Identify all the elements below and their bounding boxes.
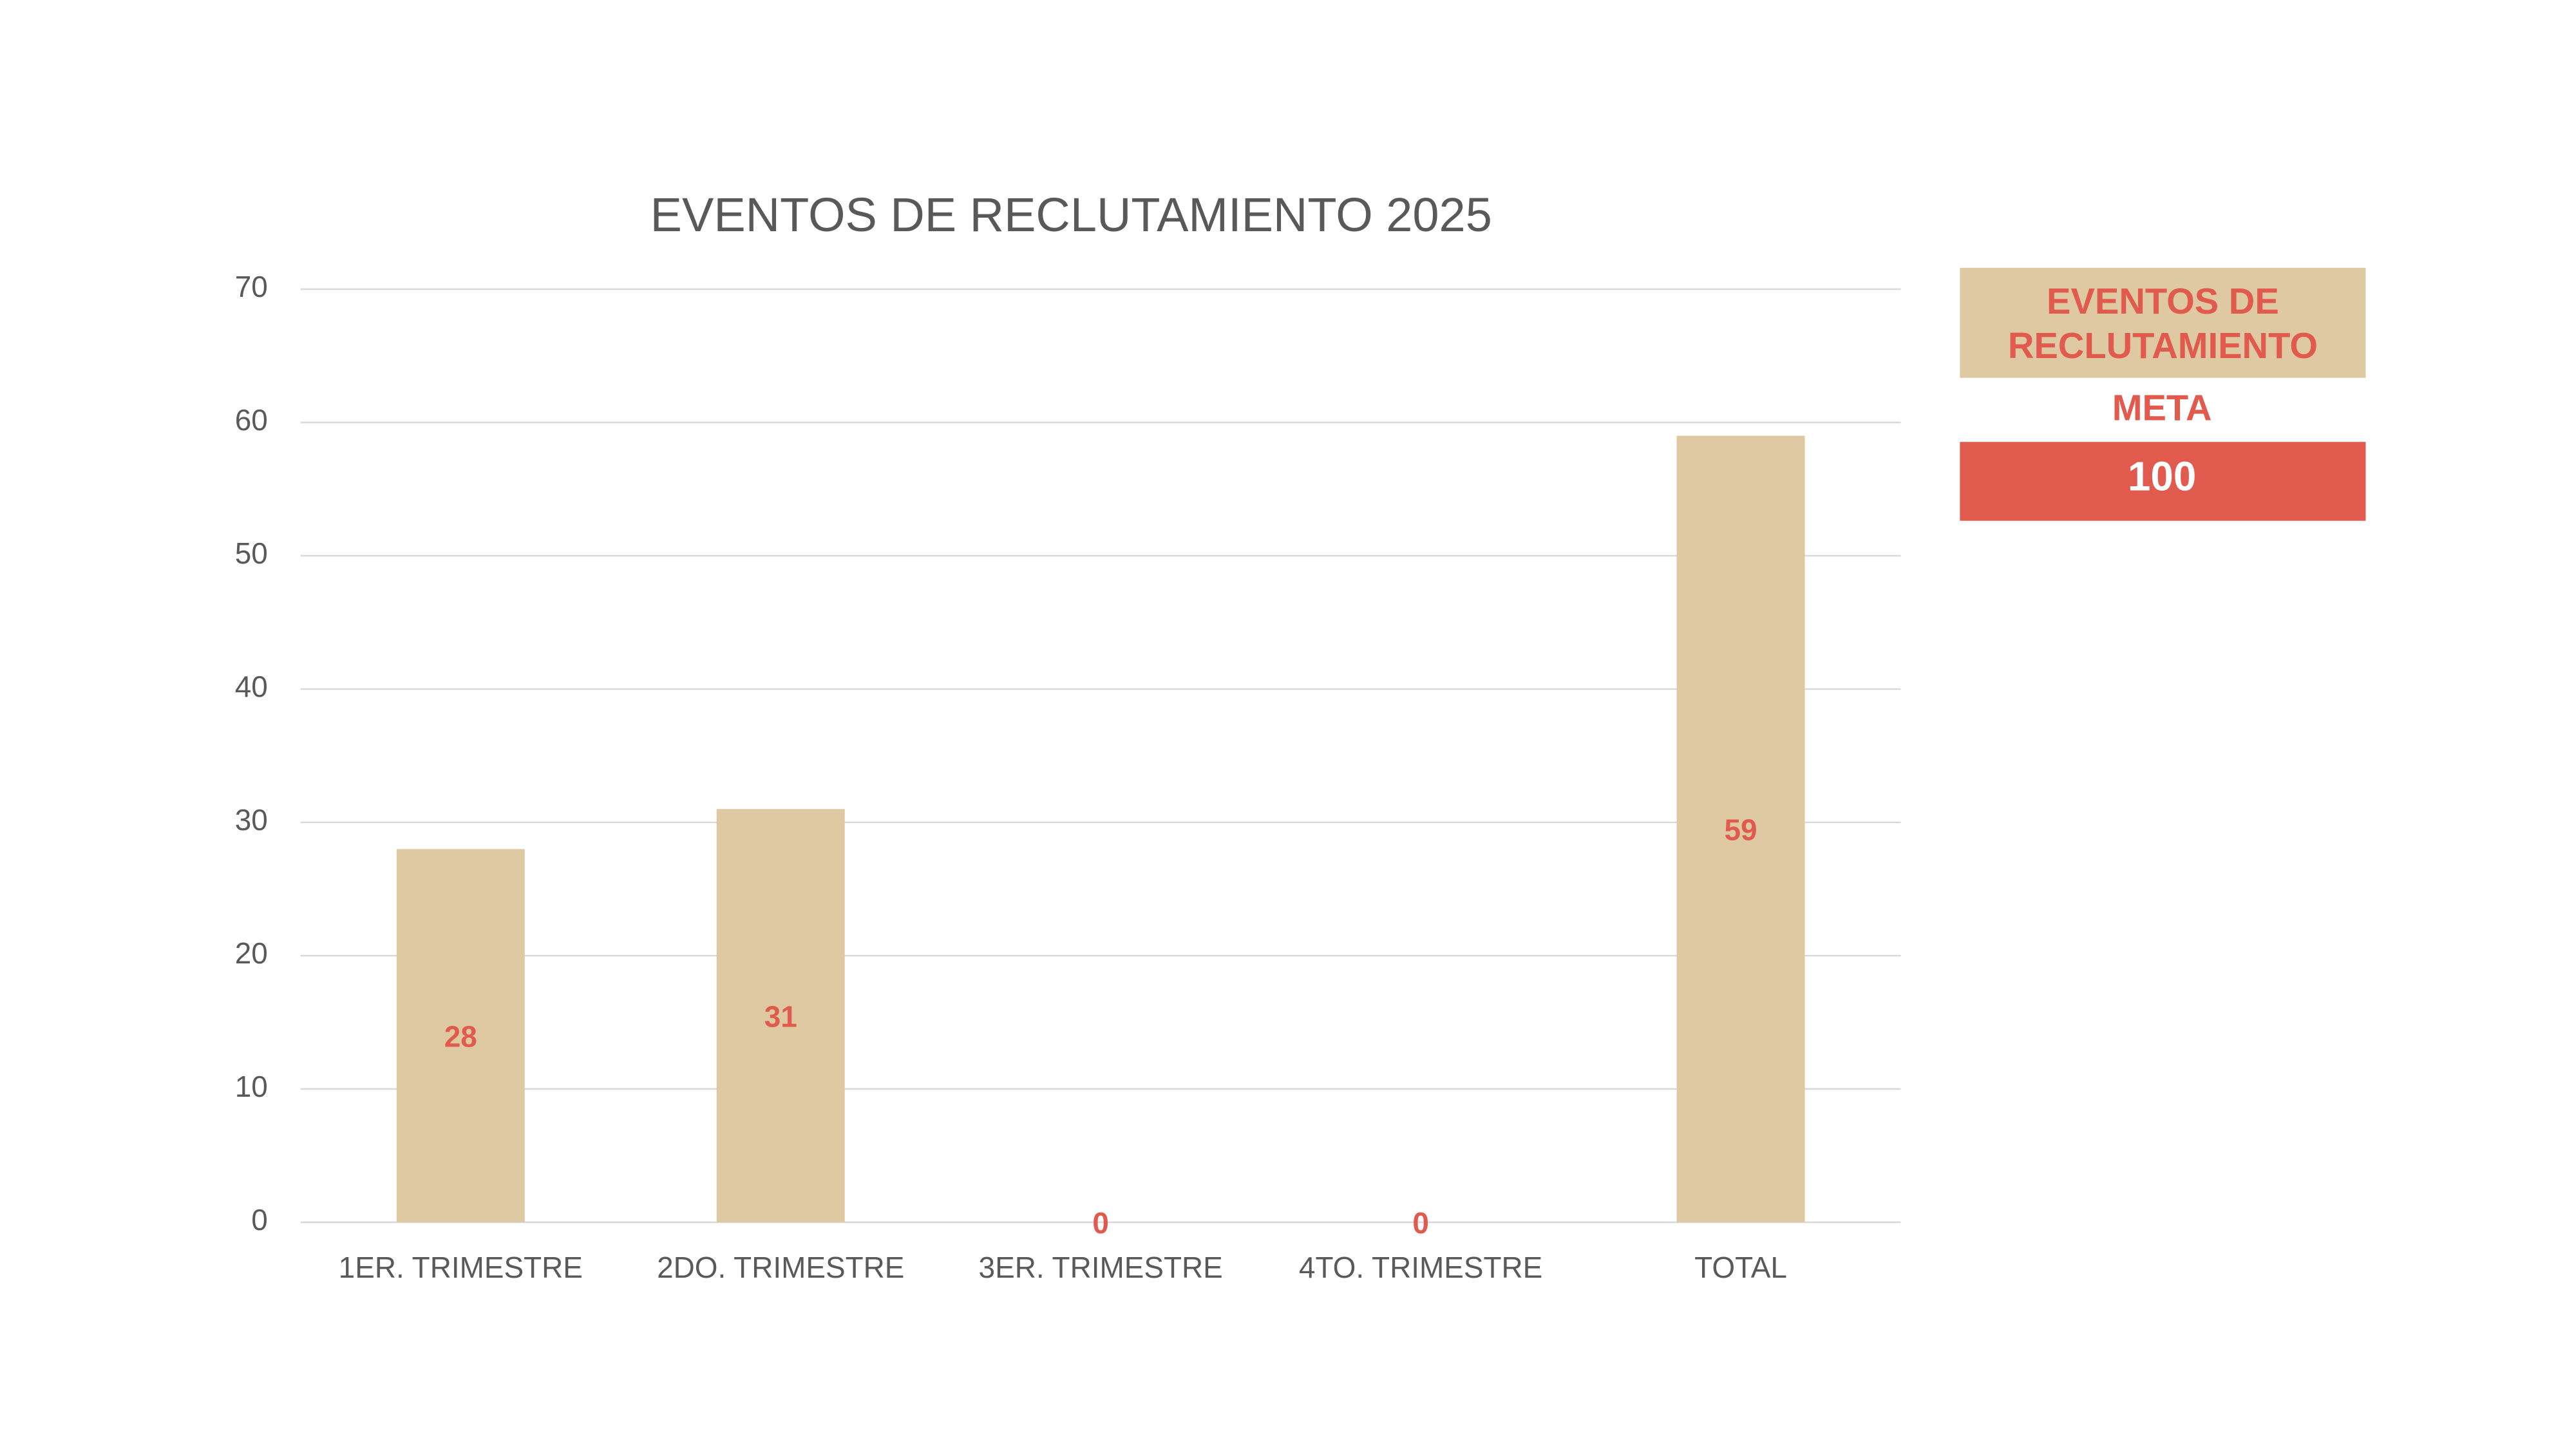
goal-value: 100 xyxy=(2128,453,2196,500)
goal-value-box xyxy=(1960,442,2366,521)
y-tick-label: 40 xyxy=(235,670,268,703)
value-label: 31 xyxy=(764,999,797,1033)
chart-title: EVENTOS DE RECLUTAMIENTO 2025 xyxy=(650,188,1492,242)
x-tick-label: TOTAL xyxy=(1694,1251,1787,1284)
bar xyxy=(396,849,525,1222)
value-label: 0 xyxy=(1092,1206,1109,1240)
bar xyxy=(716,809,845,1222)
value-label: 0 xyxy=(1412,1206,1429,1240)
y-tick-label: 30 xyxy=(235,803,268,837)
y-tick-label: 50 xyxy=(235,536,268,570)
y-tick-label: 70 xyxy=(235,270,268,303)
y-tick-label: 10 xyxy=(235,1070,268,1103)
goal-title-wrap: EVENTOS DE RECLUTAMIENTO xyxy=(2007,279,2318,366)
y-tick-label: 20 xyxy=(235,936,268,970)
bar xyxy=(1676,435,1805,1222)
value-label: 28 xyxy=(444,1019,477,1053)
y-tick-label: 60 xyxy=(235,403,268,437)
value-label: 59 xyxy=(1725,813,1757,847)
x-tick-label: 3ER. TRIMESTRE xyxy=(979,1251,1223,1284)
y-tick-label: 0 xyxy=(251,1203,268,1236)
x-tick-label: 1ER. TRIMESTRE xyxy=(339,1251,583,1284)
x-tick-label: 4TO. TRIMESTRE xyxy=(1299,1251,1542,1284)
x-tick-label: 2DO. TRIMESTRE xyxy=(657,1251,904,1284)
goal-title-box xyxy=(1960,267,2366,378)
goal-title: EVENTOS DE RECLUTAMIENTO xyxy=(2007,279,2318,366)
goal-label: META xyxy=(2112,388,2212,428)
